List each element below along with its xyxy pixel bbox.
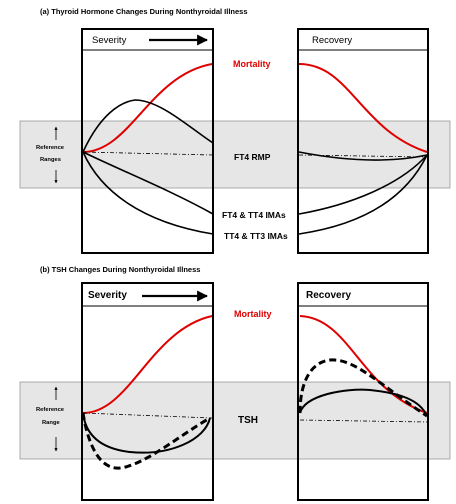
tsh-baseline-recovery-b [299,419,428,423]
severity-label-b: Severity [88,290,127,301]
tsh-solid-curve-severity-b [82,412,211,454]
tsh-solid-curve-recovery-b [299,388,428,417]
panel-b: (b) TSH Changes During Nonthyroidal Illn… [19,265,451,501]
ft4-tt4-curve-recovery-a [298,154,428,215]
tt4-tt3-curve-recovery-a [298,154,428,235]
tsh-baseline-severity-b [82,412,213,419]
reference-label-b-line1: Reference [36,407,65,413]
hump-curve-severity-a [82,99,214,153]
reference-ranges-indicator-a: Reference Ranges [36,126,65,184]
tsh-dashed-curve-recovery-b [298,358,428,418]
ft4-tt4-curve-severity-a [82,151,214,215]
mortality-curve-severity-a [82,63,213,153]
recovery-label-b: Recovery [306,290,351,301]
severity-box-b: Severity [81,282,214,501]
mortality-label-a: Mortality [233,59,271,69]
recovery-box-b: Recovery [297,282,429,501]
ft4-tt4-imas-label: FT4 & TT4 IMAs [222,210,286,220]
ft4-rmp-label: FT4 RMP [234,152,271,162]
reference-label-b-line2: Range [42,420,60,426]
mortality-label-b: Mortality [234,309,272,319]
tt4-tt3-curve-severity-a [82,151,214,235]
reference-range-indicator-b: Reference Range [36,386,65,452]
panel-a: (a) Thyroid Hormone Changes During Nonth… [19,7,451,254]
panel-b-title: (b) TSH Changes During Nonthyroidal Illn… [40,265,200,274]
recovery-box-a: Recovery [297,28,429,254]
ft4-rmp-line-severity-a [82,151,214,156]
ft4-rmp-curve-recovery-a [298,151,428,161]
tsh-label: TSH [238,415,258,426]
tt4-tt3-imas-label: TT4 & TT3 IMAs [224,231,288,241]
severity-box-a: Severity [81,28,214,254]
reference-label-a-line1: Reference [36,145,65,151]
panel-a-title: (a) Thyroid Hormone Changes During Nonth… [40,7,248,16]
tsh-dashed-curve-severity-b [81,412,211,470]
ft4-rmp-line-recovery-a [298,154,428,158]
severity-label-a: Severity [92,35,127,46]
reference-band-a [19,120,451,189]
recovery-label-a: Recovery [312,35,352,46]
mortality-curve-recovery-a [298,63,428,153]
mortality-curve-severity-b [82,315,213,414]
reference-label-a-line2: Ranges [40,157,61,163]
